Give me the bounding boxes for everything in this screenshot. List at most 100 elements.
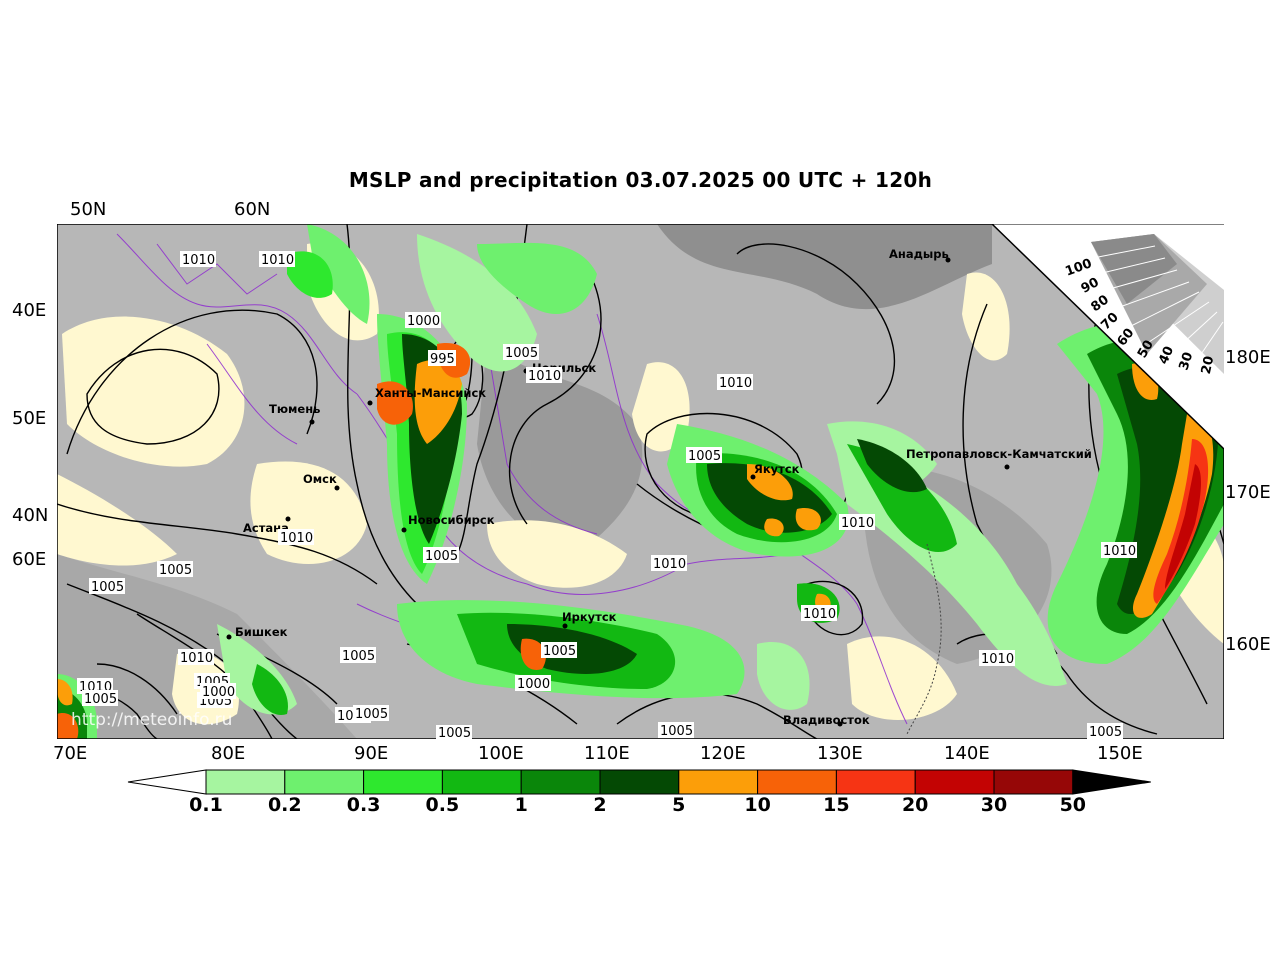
isobar-label: 1005 (89, 578, 125, 595)
colorbar-cell (914, 769, 995, 795)
coastline (906, 543, 942, 735)
colorbar-cell (757, 769, 837, 795)
wind-scale-label-30: 30 (1176, 350, 1196, 372)
svg-text:1010: 1010 (261, 253, 294, 268)
lat-label-50n: 50N (70, 199, 107, 220)
colorbar-label: 2 (593, 794, 607, 816)
cloud-mass (477, 344, 643, 554)
clear-area (847, 636, 957, 721)
lon-label-bottom-120e: 120E (700, 743, 746, 764)
colorbar-cell (835, 769, 916, 795)
svg-text:1010: 1010 (803, 607, 836, 622)
colorbar-label: 20 (901, 794, 929, 816)
svg-text:1005: 1005 (438, 726, 471, 739)
svg-text:1000: 1000 (202, 685, 235, 700)
city-dot (837, 721, 843, 727)
colorbar-label: 5 (672, 794, 686, 816)
isobar-label: 1010 (979, 650, 1015, 667)
lon-label-bottom-140e: 140E (944, 743, 990, 764)
isobar-label: 1010 (839, 514, 875, 531)
svg-text:1005: 1005 (91, 580, 124, 595)
svg-text:1005: 1005 (159, 563, 192, 578)
colorbar-label: 1 (514, 794, 528, 816)
isobar-label: 1005 (340, 647, 376, 664)
city-markers: Анадырь Норильск Ханты-Мансийск Тюмень О… (226, 247, 1092, 727)
lon-label-right-160e: 160E (1225, 634, 1271, 655)
lon-label-bottom-110e: 110E (584, 743, 630, 764)
city-khanty-mansiysk: Ханты-Мансийск (375, 386, 486, 400)
svg-text:1010: 1010 (280, 531, 313, 546)
colorbar-cell (993, 769, 1074, 795)
isobar-label: 1005 (503, 344, 539, 361)
svg-text:1005: 1005 (543, 644, 576, 659)
colorbar-label: 0.5 (425, 794, 460, 816)
city-dot (226, 634, 232, 640)
wind-scale-label-40: 40 (1156, 344, 1177, 367)
city-dot (562, 623, 568, 629)
city-bishkek: Бишкек (235, 625, 288, 639)
colorbar-cell (284, 769, 365, 795)
clear-area (487, 520, 627, 588)
isobar-label: 1000 (405, 312, 441, 329)
clear-area (962, 272, 1010, 361)
lon-label-bottom-80e: 80E (211, 743, 246, 764)
isobar-label: 1010 (717, 374, 753, 391)
lon-label-bottom-70e: 70E (53, 743, 88, 764)
svg-text:1000: 1000 (517, 677, 550, 692)
isobar-label: 1005 (686, 447, 722, 464)
isobar-label: 1010 (180, 251, 216, 268)
lon-label-left-60e: 60E (12, 549, 47, 570)
isobar-label: 1005 (658, 722, 694, 739)
isobar-label: 1010 (1101, 542, 1137, 559)
isobar-label: 1010 (259, 251, 295, 268)
city-dot (367, 400, 373, 406)
isobar-label: 1010 (526, 367, 562, 384)
city-dot (750, 474, 756, 480)
lon-label-left-50e: 50E (12, 408, 47, 429)
svg-text:1005: 1005 (688, 449, 721, 464)
colorbar-label: 30 (980, 794, 1008, 816)
isobar-labels: 1010 1010 1000 995 1005 1010 1010 1005 1… (77, 251, 1137, 739)
cloud-mass (657, 224, 992, 310)
svg-text:1010: 1010 (981, 652, 1014, 667)
lon-label-left-40e: 40E (12, 300, 47, 321)
svg-text:1005: 1005 (425, 549, 458, 564)
isobar-label: 995 (428, 350, 456, 367)
colorbar-min-arrow (127, 769, 207, 795)
city-dot (401, 527, 407, 533)
colorbar-label: 15 (823, 794, 850, 816)
lon-label-bottom-90e: 90E (354, 743, 389, 764)
isobar-label: 1005 (82, 690, 118, 707)
svg-text:1010: 1010 (719, 376, 752, 391)
isobar-label: 1010 (651, 555, 687, 572)
lat-label-left-40n: 40N (12, 505, 49, 526)
weather-map: 100 90 80 70 60 50 40 30 20 Анадырь Нори… (57, 224, 1224, 739)
svg-text:995: 995 (430, 352, 455, 367)
city-dot (285, 516, 291, 522)
lon-label-right-170e: 170E (1225, 482, 1271, 503)
svg-text:1000: 1000 (407, 314, 440, 329)
map-title: MSLP and precipitation 03.07.2025 00 UTC… (348, 168, 933, 192)
colorbar-max-arrow (1072, 769, 1151, 795)
isobar-label: 1000 (515, 675, 551, 692)
city-yakutsk: Якутск (754, 462, 800, 476)
city-irkutsk: Иркутск (562, 610, 617, 624)
svg-text:1005: 1005 (1089, 725, 1122, 739)
city-astana: Астана (243, 521, 289, 535)
city-dot (309, 419, 315, 425)
isobar-label: 1005 (541, 642, 577, 659)
wind-scale-label-90: 90 (1079, 275, 1102, 297)
clear-area (57, 474, 177, 566)
clear-area (632, 362, 690, 452)
precip-intense (57, 343, 1214, 739)
colorbar-cell (599, 769, 680, 795)
colorbar-cell (520, 769, 601, 795)
colorbar-label: 50 (1059, 794, 1087, 816)
city-novosibirsk: Новосибирск (408, 513, 495, 527)
colorbar-label: 10 (744, 794, 771, 816)
svg-text:1005: 1005 (84, 692, 117, 707)
city-anadyr: Анадырь (889, 247, 949, 261)
colorbar-cell (441, 769, 522, 795)
svg-text:1010: 1010 (653, 557, 686, 572)
isobar-label: 1010 (178, 649, 214, 666)
